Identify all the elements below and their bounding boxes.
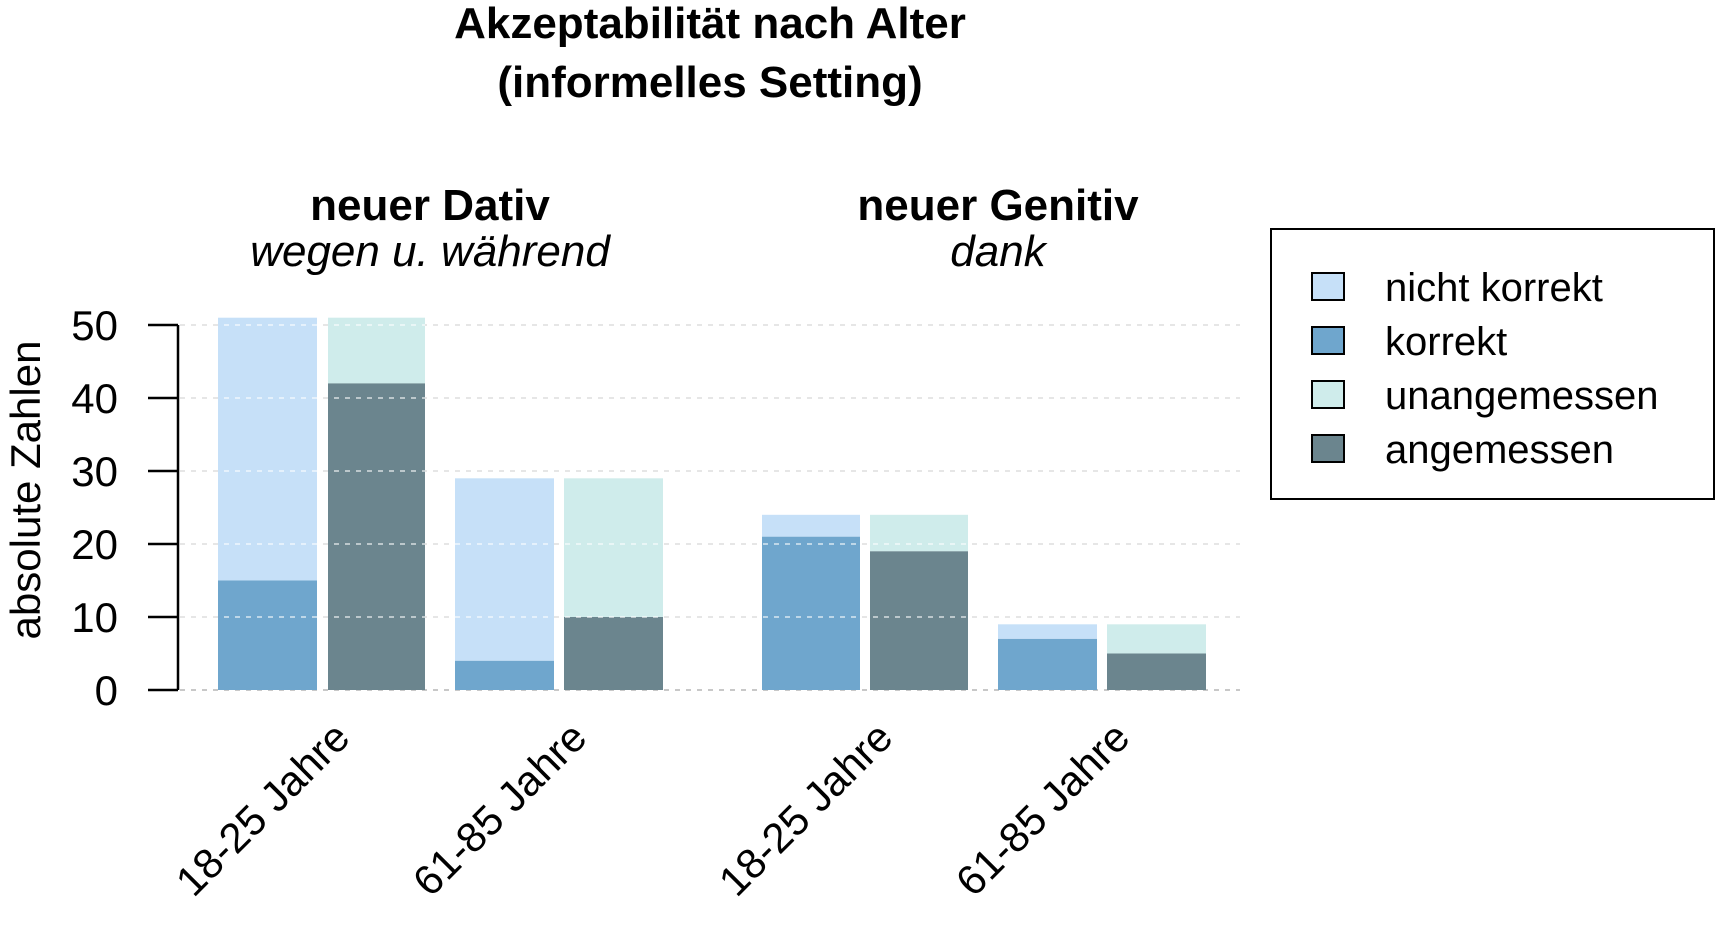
bar-lower-g1-c0-b1 bbox=[870, 551, 968, 690]
y-axis: 0 10 20 30 40 50 bbox=[71, 302, 180, 714]
legend-label-unangemessen: unangemessen bbox=[1385, 374, 1659, 418]
y-axis-label: absolute Zahlen bbox=[2, 341, 49, 640]
legend-swatch-korrekt bbox=[1311, 326, 1345, 355]
legend-label-angemessen: angemessen bbox=[1385, 428, 1614, 472]
y-tick-label-10: 10 bbox=[71, 594, 118, 641]
chart-title-line-2: (informelles Setting) bbox=[497, 58, 922, 107]
bars bbox=[180, 317, 1240, 690]
group-title-genitiv: neuer Genitiv bbox=[857, 181, 1139, 230]
legend-swatch-angemessen bbox=[1311, 434, 1345, 463]
category-label-g0-c1: 61-85 Jahre bbox=[404, 713, 596, 905]
bar-lower-g0-c0-b1 bbox=[328, 383, 425, 690]
y-tick-label-50: 50 bbox=[71, 302, 118, 349]
legend-label-nicht_korrekt: nicht korrekt bbox=[1385, 266, 1603, 310]
bar-lower-g1-c1-b0 bbox=[998, 638, 1097, 690]
category-label-g1-c0: 18-25 Jahre bbox=[710, 713, 902, 905]
bar-lower-g1-c1-b1 bbox=[1107, 653, 1206, 690]
bar-lower-g0-c0-b0 bbox=[218, 580, 317, 690]
category-label-g0-c0: 18-25 Jahre bbox=[167, 713, 359, 905]
bar-upper-g1-c0-b0 bbox=[762, 514, 860, 537]
bar-lower-g0-c1-b0 bbox=[455, 660, 554, 690]
bar-upper-g0-c1-b1 bbox=[564, 478, 663, 617]
legend-swatch-nicht_korrekt bbox=[1311, 272, 1345, 301]
bar-upper-g0-c0-b1 bbox=[328, 317, 425, 384]
bar-upper-g1-c1-b1 bbox=[1107, 624, 1206, 654]
bar-lower-g1-c0-b0 bbox=[762, 536, 860, 690]
y-tick-label-0: 0 bbox=[95, 667, 118, 714]
y-tick-label-20: 20 bbox=[71, 521, 118, 568]
bar-upper-g1-c1-b0 bbox=[998, 624, 1097, 639]
y-tick-label-40: 40 bbox=[71, 375, 118, 422]
group-subtitle-dativ: wegen u. während bbox=[250, 227, 611, 276]
bar-upper-g0-c1-b0 bbox=[455, 478, 554, 661]
bar-lower-g0-c1-b1 bbox=[564, 617, 663, 690]
category-label-g1-c1: 61-85 Jahre bbox=[947, 713, 1139, 905]
legend-label-korrekt: korrekt bbox=[1385, 320, 1507, 364]
bar-upper-g1-c0-b1 bbox=[870, 514, 968, 552]
bar-upper-g0-c0-b0 bbox=[218, 317, 317, 581]
group-subtitle-genitiv: dank bbox=[950, 227, 1047, 276]
legend-swatch-unangemessen bbox=[1311, 380, 1345, 409]
group-title-dativ: neuer Dativ bbox=[310, 181, 550, 230]
y-tick-label-30: 30 bbox=[71, 448, 118, 495]
chart-title-line-1: Akzeptabilität nach Alter bbox=[454, 0, 966, 48]
legend: nicht korrekt korrekt unangemessen angemess… bbox=[1270, 228, 1715, 500]
category-labels: 18-25 Jahre 61-85 Jahre 18-25 Jahre 61-85 J… bbox=[167, 713, 1139, 905]
